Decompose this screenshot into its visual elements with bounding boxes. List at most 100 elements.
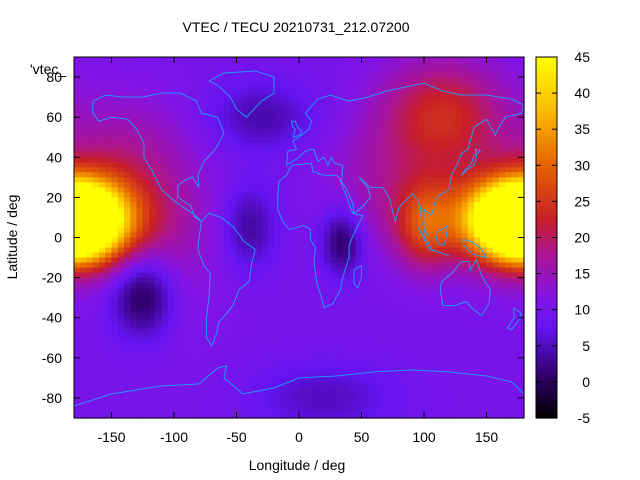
heat-cell — [161, 337, 169, 344]
heat-cell — [130, 312, 138, 319]
heat-cell — [117, 357, 125, 364]
heat-cell — [186, 62, 194, 68]
heat-cell — [517, 172, 525, 178]
heat-cell — [261, 62, 269, 68]
heat-cell — [111, 167, 119, 173]
heat-cell — [467, 332, 475, 339]
heat-cell — [380, 347, 388, 354]
heat-cell — [355, 172, 363, 178]
heat-cell — [111, 72, 119, 78]
heat-cell — [274, 362, 281, 369]
heat-cell — [492, 372, 500, 379]
heat-cell — [224, 252, 231, 259]
heat-cell — [492, 107, 500, 113]
heat-cell — [299, 237, 306, 244]
heat-cell — [117, 167, 125, 173]
heat-cell — [492, 67, 500, 73]
heat-cell — [317, 367, 325, 374]
heat-cell — [399, 212, 406, 219]
heat-cell — [367, 192, 375, 198]
heat-cell — [492, 157, 500, 163]
heat-cell — [511, 162, 519, 168]
heat-cell — [342, 302, 350, 309]
heat-cell — [380, 167, 388, 173]
heat-cell — [249, 362, 256, 369]
heat-cell — [286, 307, 294, 314]
heat-cell — [480, 327, 488, 334]
heat-cell — [492, 322, 500, 329]
heat-cell — [124, 402, 131, 409]
heat-cell — [92, 247, 100, 254]
heat-cell — [380, 137, 388, 143]
heat-cell — [117, 342, 125, 349]
heat-cell — [324, 227, 331, 234]
heat-cell — [505, 267, 513, 274]
heat-cell — [430, 222, 438, 229]
heat-cell — [405, 262, 413, 269]
heat-cell — [455, 187, 463, 193]
heat-cell — [199, 357, 206, 364]
heat-cell — [361, 312, 369, 319]
heat-cell — [117, 257, 125, 264]
heat-cell — [392, 192, 400, 198]
heat-cell — [399, 147, 406, 153]
heat-cell — [274, 102, 281, 108]
heat-cell — [230, 227, 238, 234]
heat-cell — [430, 172, 438, 178]
heat-cell — [92, 352, 100, 359]
heat-cell — [224, 197, 231, 203]
heat-cell — [236, 227, 244, 234]
heat-cell — [480, 142, 488, 148]
heat-cell — [317, 317, 325, 324]
heat-cell — [517, 147, 525, 153]
heat-cell — [74, 332, 81, 339]
heat-cell — [174, 402, 181, 409]
heat-cell — [436, 337, 444, 344]
heat-cell — [442, 167, 450, 173]
heat-cell — [180, 152, 188, 158]
heat-cell — [274, 317, 281, 324]
heat-cell — [149, 137, 156, 143]
heat-cell — [499, 107, 506, 113]
heat-cell — [317, 222, 325, 229]
heat-cell — [505, 117, 513, 123]
heat-cell — [124, 267, 131, 274]
heat-cell — [430, 112, 438, 118]
heat-cell — [199, 182, 206, 188]
heat-cell — [305, 152, 313, 158]
heat-cell — [242, 282, 250, 289]
heat-cell — [80, 337, 88, 344]
heat-cell — [199, 252, 206, 259]
heat-cell — [411, 132, 419, 138]
heat-cell — [230, 192, 238, 198]
heat-cell — [330, 87, 338, 93]
heat-cell — [74, 257, 81, 264]
heat-cell — [324, 112, 331, 118]
heat-cell — [111, 327, 119, 334]
heat-cell — [136, 57, 144, 63]
heatmap-cells — [74, 57, 525, 419]
heat-cell — [80, 297, 88, 304]
heat-cell — [342, 107, 350, 113]
heat-cell — [174, 242, 181, 249]
heat-cell — [80, 237, 88, 244]
heat-cell — [305, 252, 313, 259]
heat-cell — [474, 277, 481, 284]
heat-cell — [111, 152, 119, 158]
heat-cell — [199, 137, 206, 143]
heat-cell — [224, 247, 231, 254]
heat-cell — [99, 62, 106, 68]
heat-cell — [442, 227, 450, 234]
heat-cell — [355, 152, 363, 158]
heat-cell — [299, 252, 306, 259]
heat-cell — [174, 267, 181, 274]
heat-cell — [161, 342, 169, 349]
heat-cell — [211, 377, 219, 384]
heat-cell — [92, 327, 100, 334]
heat-cell — [355, 192, 363, 198]
heat-cell — [349, 72, 356, 78]
heat-cell — [330, 352, 338, 359]
heat-cell — [399, 302, 406, 309]
heat-cell — [186, 247, 194, 254]
heat-cell — [124, 137, 131, 143]
